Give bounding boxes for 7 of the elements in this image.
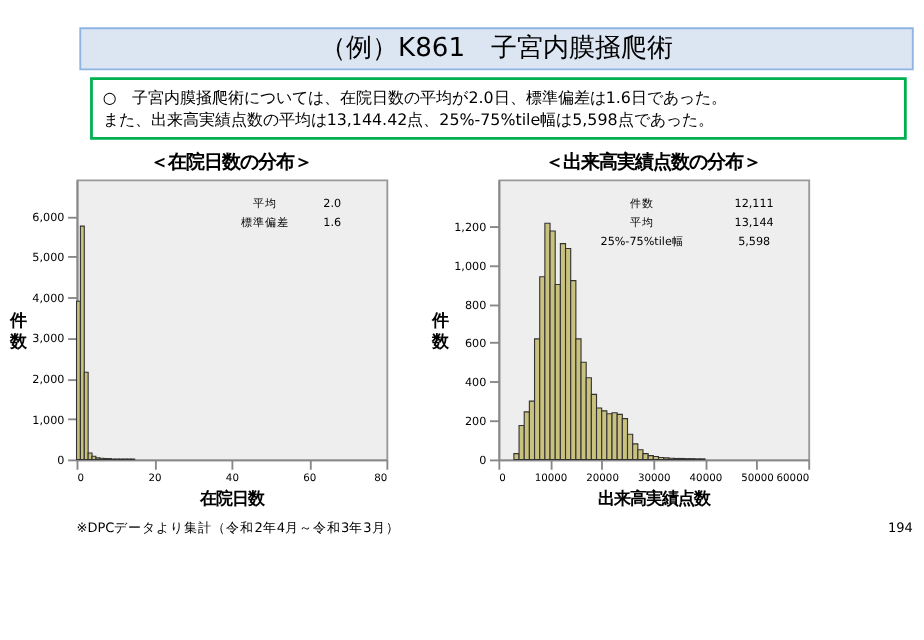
x-axis-title: 在院日数 (198, 488, 267, 509)
chart-title: ＜出来高実績点数の分布＞ (545, 152, 762, 175)
text: （例）K861 子宮内膜掻爬術 (320, 32, 673, 65)
chart-title: ＜在院日数の分布＞ (150, 152, 313, 175)
text: 件数 (7, 310, 28, 351)
x-axis-title: 出来高実績点数 (598, 488, 713, 509)
y-axis-title: 件数 (429, 310, 450, 351)
